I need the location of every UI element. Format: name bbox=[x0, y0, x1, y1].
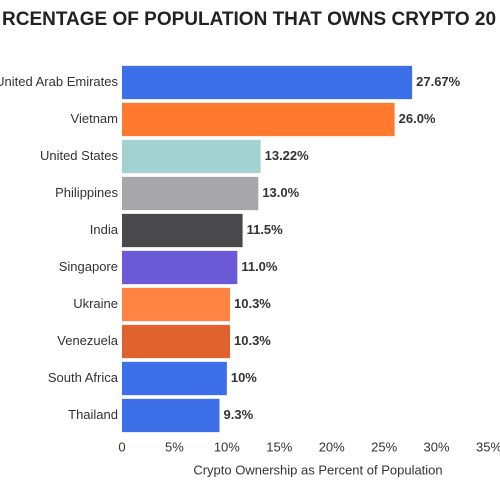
value-label: 9.3% bbox=[224, 407, 254, 422]
y-tick-label: Singapore bbox=[59, 259, 118, 274]
x-tick-label: 0 bbox=[118, 439, 125, 454]
bar bbox=[122, 361, 227, 396]
x-axis-title: Crypto Ownership as Percent of Populatio… bbox=[193, 462, 442, 477]
value-label: 11.5% bbox=[247, 222, 284, 237]
y-tick-label: Vietnam bbox=[71, 111, 118, 126]
chart-title: RCENTAGE OF POPULATION THAT OWNS CRYPTO … bbox=[2, 9, 496, 30]
value-label: 10.3% bbox=[234, 296, 271, 311]
y-tick-label: Ukraine bbox=[73, 296, 118, 311]
value-label: 26.0% bbox=[399, 111, 436, 126]
y-tick-label: Philippines bbox=[55, 185, 118, 200]
bar bbox=[122, 250, 238, 285]
y-tick-label: Venezuela bbox=[57, 333, 118, 348]
x-tick-label: 35% bbox=[476, 439, 500, 454]
value-label: 13.22% bbox=[265, 148, 310, 163]
x-tick-label: 25% bbox=[371, 439, 397, 454]
y-tick-label: India bbox=[90, 222, 119, 237]
bar bbox=[122, 65, 413, 100]
bar bbox=[122, 176, 259, 211]
x-tick-label: 15% bbox=[266, 439, 292, 454]
value-label: 27.67% bbox=[416, 74, 461, 89]
value-label: 10% bbox=[231, 370, 257, 385]
bar bbox=[122, 324, 231, 359]
bar bbox=[122, 213, 243, 248]
x-tick-label: 10% bbox=[214, 439, 240, 454]
bar bbox=[122, 139, 261, 174]
value-label: 11.0% bbox=[241, 259, 278, 274]
bar bbox=[122, 287, 231, 322]
x-tick-label: 5% bbox=[165, 439, 184, 454]
y-tick-label: South Africa bbox=[48, 370, 119, 385]
y-tick-label: United States bbox=[40, 148, 119, 163]
bar bbox=[122, 102, 395, 137]
value-label: 13.0% bbox=[262, 185, 299, 200]
y-tick-label: Thailand bbox=[68, 407, 118, 422]
x-tick-label: 20% bbox=[319, 439, 345, 454]
bar bbox=[122, 398, 220, 433]
x-tick-label: 30% bbox=[424, 439, 450, 454]
y-tick-label: United Arab Emirates bbox=[0, 74, 118, 89]
value-label: 10.3% bbox=[234, 333, 271, 348]
